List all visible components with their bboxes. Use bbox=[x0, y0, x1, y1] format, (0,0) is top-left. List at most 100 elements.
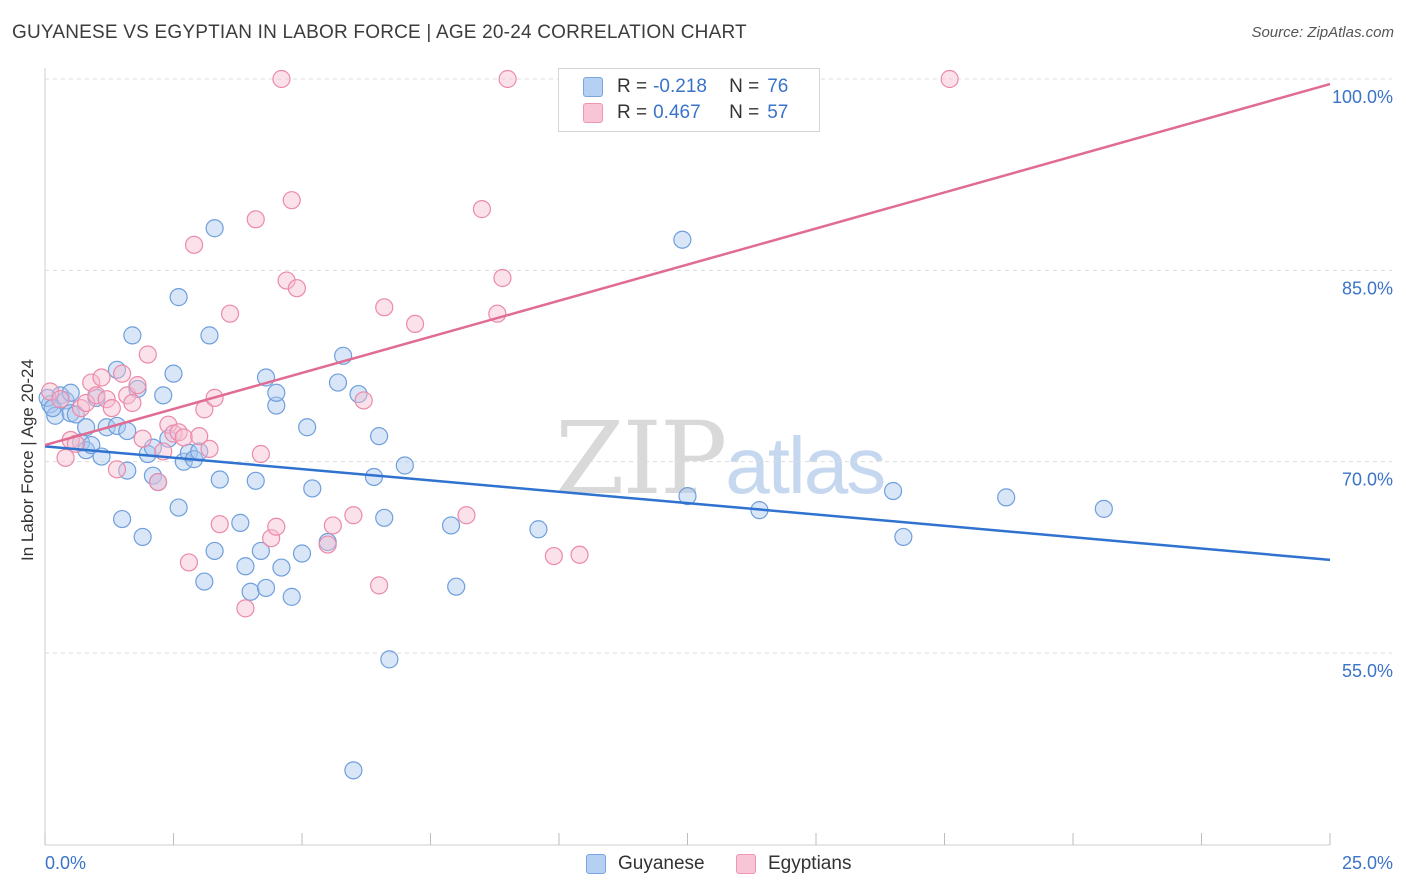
guyanese-point bbox=[395, 456, 414, 475]
guyanese-point bbox=[1094, 499, 1113, 518]
egyptians-trend-line bbox=[44, 82, 1331, 447]
guyanese-point bbox=[997, 488, 1016, 507]
guyanese-point bbox=[169, 288, 188, 307]
guyanese-point bbox=[529, 520, 548, 539]
egyptians-point bbox=[174, 428, 193, 447]
egyptians-r-value: 0.467 bbox=[653, 102, 701, 123]
guyanese-point bbox=[441, 516, 461, 535]
guyanese-swatch bbox=[583, 77, 603, 97]
egyptians-n-value: 57 bbox=[767, 102, 789, 123]
egyptians-point bbox=[940, 69, 959, 89]
legend-row-egyptians: R = 0.467 N = 57 bbox=[583, 100, 788, 126]
egyptians-point bbox=[287, 279, 306, 298]
egyptians-point bbox=[200, 439, 219, 459]
chart-title: GUYANESE VS EGYPTIAN IN LABOR FORCE | AG… bbox=[12, 22, 747, 43]
guyanese-point bbox=[118, 421, 137, 441]
egyptians-point bbox=[112, 364, 132, 383]
egyptians-point bbox=[246, 210, 265, 229]
egyptians-points bbox=[41, 69, 959, 618]
guyanese-n-value: 76 bbox=[767, 76, 789, 97]
egyptians-point bbox=[169, 423, 188, 442]
bottom-egyptians-swatch bbox=[736, 854, 756, 874]
egyptians-point bbox=[220, 304, 240, 323]
guyanese-point bbox=[205, 541, 224, 561]
egyptians-point bbox=[354, 391, 373, 410]
egyptians-point bbox=[323, 516, 342, 535]
egyptians-point bbox=[493, 268, 512, 288]
bottom-egyptians-label: Egyptians bbox=[768, 853, 852, 874]
egyptians-point bbox=[190, 427, 209, 446]
guyanese-point bbox=[205, 219, 224, 238]
bottom-guyanese-label: Guyanese bbox=[618, 853, 705, 874]
guyanese-point bbox=[133, 527, 152, 547]
guyanese-point bbox=[128, 379, 147, 399]
x-tick-label: 0.0% bbox=[45, 853, 86, 873]
egyptians-point bbox=[472, 200, 491, 219]
egyptians-point bbox=[318, 535, 337, 554]
egyptians-point bbox=[56, 448, 75, 467]
guyanese-point bbox=[164, 364, 183, 383]
trend-lines bbox=[44, 82, 1331, 562]
guyanese-point bbox=[246, 471, 265, 490]
guyanese-point bbox=[200, 326, 219, 345]
guyanese-point bbox=[267, 396, 286, 415]
axes bbox=[44, 68, 1331, 846]
egyptians-point bbox=[102, 398, 121, 418]
egyptians-point bbox=[344, 506, 363, 525]
egyptians-point bbox=[236, 599, 255, 618]
guyanese-point bbox=[112, 509, 132, 529]
egyptians-point bbox=[251, 444, 270, 464]
egyptians-point bbox=[405, 314, 425, 334]
egyptians-point bbox=[282, 191, 301, 210]
guyanese-point bbox=[236, 557, 255, 576]
correlation-legend: R = -0.218 N = 76 R = 0.467 N = 57 bbox=[558, 68, 820, 132]
guyanese-points bbox=[38, 219, 1113, 780]
guyanese-point bbox=[195, 572, 214, 591]
guyanese-point bbox=[370, 427, 389, 446]
egyptians-point bbox=[123, 393, 142, 413]
tick-labels: 55.0% 70.0% 85.0% 100.0% 0.0% 25.0% bbox=[45, 87, 1393, 873]
egyptians-point bbox=[370, 576, 389, 595]
y-tick-label: 100.0% bbox=[1332, 87, 1393, 107]
guyanese-point bbox=[678, 487, 697, 506]
guyanese-point bbox=[375, 508, 394, 527]
guyanese-point bbox=[298, 418, 317, 437]
guyanese-point bbox=[267, 383, 286, 402]
egyptians-point bbox=[97, 390, 116, 409]
egyptians-point bbox=[41, 382, 60, 401]
guyanese-point bbox=[241, 582, 260, 601]
guyanese-point bbox=[303, 479, 322, 498]
guyanese-point bbox=[272, 558, 291, 577]
guyanese-point bbox=[292, 544, 312, 563]
y-axis-label-container: In Labor Force | Age 20-24 bbox=[8, 0, 48, 892]
bottom-guyanese-swatch bbox=[586, 854, 606, 874]
y-tick-label: 55.0% bbox=[1342, 661, 1393, 681]
egyptians-n-label: N = bbox=[729, 102, 760, 123]
guyanese-point bbox=[894, 527, 913, 547]
watermark-zip: ZIP bbox=[555, 400, 727, 517]
guyanese-point bbox=[256, 578, 276, 598]
egyptians-point bbox=[77, 393, 96, 413]
bottom-legend-egyptians: Egyptians bbox=[736, 852, 851, 876]
guyanese-point bbox=[328, 373, 348, 392]
guyanese-point bbox=[380, 650, 399, 669]
bottom-legend-guyanese: Guyanese bbox=[586, 852, 705, 876]
egyptians-point bbox=[138, 345, 157, 364]
egyptians-point bbox=[375, 298, 394, 317]
guyanese-r-value: -0.218 bbox=[653, 76, 707, 97]
guyanese-point bbox=[210, 470, 229, 489]
egyptians-point bbox=[107, 460, 127, 479]
egyptians-point bbox=[272, 69, 291, 89]
egyptians-point bbox=[71, 398, 91, 418]
chart-source: Source: ZipAtlas.com bbox=[1251, 24, 1394, 41]
egyptians-point bbox=[128, 376, 147, 395]
egyptians-point bbox=[159, 415, 178, 434]
egyptians-point bbox=[210, 515, 229, 534]
egyptians-point bbox=[92, 368, 111, 387]
egyptians-point bbox=[87, 386, 106, 405]
egyptians-r-label: R = bbox=[617, 102, 648, 123]
egyptians-point bbox=[184, 235, 204, 254]
egyptians-point bbox=[570, 545, 589, 564]
guyanese-trend-line bbox=[44, 445, 1331, 562]
